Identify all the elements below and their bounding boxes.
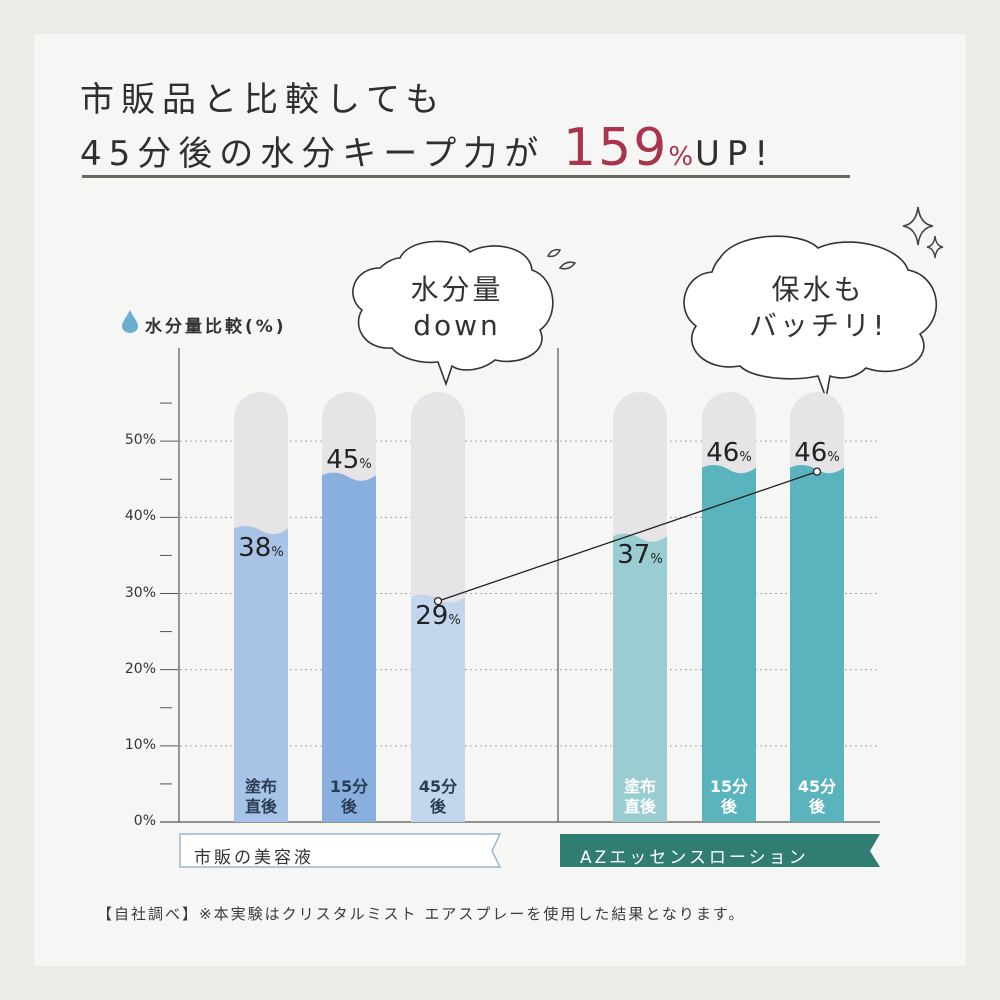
bubble-left-text: 水分量 down	[392, 272, 522, 344]
comparison-point	[812, 467, 822, 476]
bar-value-label: 38%	[238, 532, 284, 563]
comparison-line	[437, 471, 818, 602]
bar	[790, 465, 844, 822]
group-label-right: AZエッセンスローション	[580, 848, 809, 868]
bar-category-label: 45分 後	[797, 777, 837, 816]
bubble-right-line-1: 保水も	[771, 273, 865, 306]
sparkle-icon	[926, 235, 944, 259]
highlight-number: 159	[563, 118, 669, 178]
bar	[234, 525, 288, 822]
bar-category-label: 45分 後	[418, 777, 458, 816]
bar	[702, 465, 756, 822]
group-label-left: 市販の美容液	[194, 848, 314, 868]
speech-bubble-right	[683, 235, 937, 402]
bubble-right-text: 保水も バッチリ!	[718, 272, 918, 344]
headline-line-1: 市販品と比較しても	[80, 80, 447, 120]
headline-divider	[82, 175, 850, 178]
bar-value-label: 46%	[794, 437, 840, 468]
bubble-left-line-2: down	[413, 309, 501, 342]
footnote: 【自社調べ】※本実験はクリスタルミスト エアスプレーを使用した結果となります。	[97, 905, 746, 923]
bar-category-label: 15分 後	[329, 777, 369, 816]
bar	[411, 594, 465, 822]
bubble-left-line-1: 水分量	[410, 273, 504, 306]
y-tick-label: 10%	[124, 736, 156, 753]
y-tick-label: 30%	[124, 584, 156, 601]
headline-prefix: 45分後の水分キープ力が	[80, 134, 546, 174]
highlight-unit: %	[668, 142, 696, 172]
bar-value-label: 46%	[706, 437, 752, 468]
sweat-drop-icon	[546, 248, 562, 258]
sparkle-icon	[902, 206, 934, 246]
y-tick-label: 20%	[124, 660, 156, 677]
bubble-right-line-2: バッチリ!	[748, 309, 888, 342]
bar-category-label: 塗布 直後	[623, 777, 656, 816]
headline-line-2: 45分後の水分キープ力が 159%UP!	[80, 118, 775, 178]
comparison-point	[433, 596, 443, 606]
bar-value-label: 45%	[326, 445, 372, 476]
bar-category-label: 15分 後	[709, 777, 749, 816]
legend-title: 水分量比較(%)	[145, 317, 287, 337]
sweat-drop-icon	[558, 261, 577, 270]
bar	[613, 533, 667, 822]
bar-value-label: 37%	[617, 540, 663, 571]
bar	[322, 472, 376, 822]
y-tick-label: 0%	[133, 813, 156, 829]
water-drop-icon	[122, 310, 138, 333]
y-tick-label: 40%	[124, 508, 156, 525]
group-banner-right	[560, 834, 880, 867]
bar-category-label: 塗布 直後	[244, 777, 277, 816]
bar-value-label: 29%	[415, 601, 461, 632]
y-tick-label: 50%	[124, 432, 156, 449]
speech-bubble-left	[352, 240, 554, 387]
group-banner-left	[179, 833, 502, 868]
headline-suffix: UP!	[695, 134, 776, 174]
